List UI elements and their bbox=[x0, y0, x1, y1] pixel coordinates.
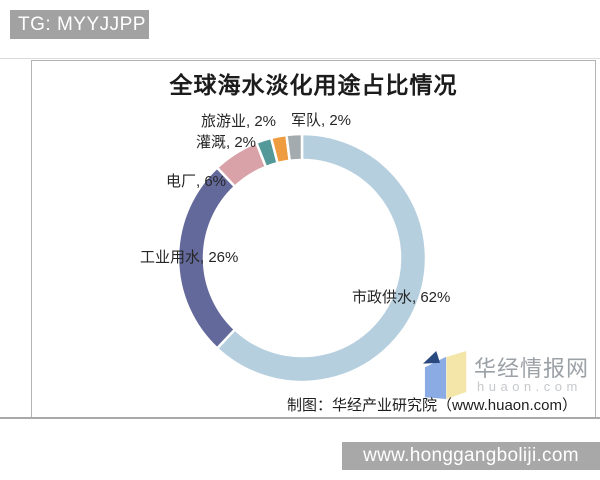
slice-label-municipal-water: 市政供水, 62% bbox=[352, 289, 451, 306]
huaon-logo-right-page bbox=[446, 351, 467, 399]
pie-segment-0 bbox=[215, 132, 428, 384]
chart-image-bottom-edge bbox=[0, 417, 600, 419]
huaon-logo-icon bbox=[422, 349, 470, 401]
chart-source-note: 制图：华经产业研究院（www.huaon.com） bbox=[286, 397, 577, 414]
chart-title: 全球海水淡化用途占比情况 bbox=[169, 72, 458, 99]
slice-label-power-plant: 电厂, 6% bbox=[166, 173, 227, 190]
huaon-logo-left-page bbox=[424, 356, 447, 399]
chart-image-top-edge bbox=[0, 58, 600, 59]
tg-watermark-badge: TG: MYYJJPP bbox=[10, 10, 149, 39]
footer-url-watermark: www.honggangboliji.com bbox=[342, 442, 600, 470]
pie-segment-5 bbox=[285, 132, 304, 163]
slice-label-industrial-water: 工业用水, 26% bbox=[140, 249, 239, 266]
slice-label-tourism: 旅游业, 2% bbox=[201, 113, 277, 130]
huaon-logo-fold bbox=[423, 351, 440, 364]
watermark-site-name: 华经情报网 bbox=[474, 356, 590, 381]
slice-label-irrigation: 灌溉, 2% bbox=[196, 134, 257, 151]
watermark-site-domain: huaon.com bbox=[477, 379, 582, 394]
donut-chart bbox=[176, 132, 428, 384]
slice-label-military: 军队, 2% bbox=[291, 112, 352, 129]
